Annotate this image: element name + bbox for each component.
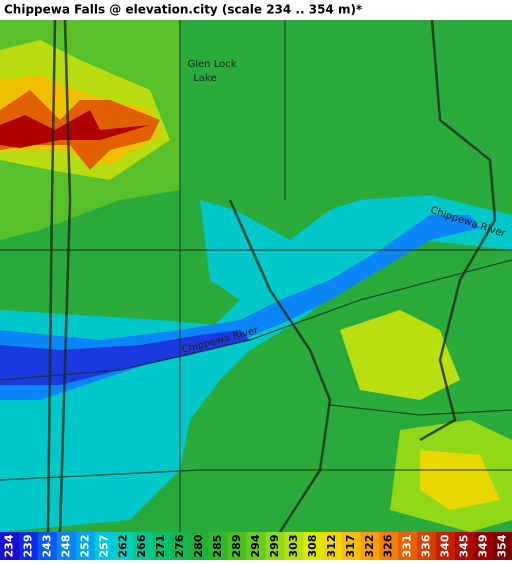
legend: 234 239 243 248 252 257 262 266 271 276 280 285 289 2… — [0, 532, 512, 560]
legend-label: 354 — [496, 534, 509, 557]
river — [0, 330, 250, 385]
legend-label: 345 — [458, 535, 471, 558]
legend-label: 299 — [268, 535, 281, 558]
legend-swatch — [151, 532, 172, 560]
legend-label: 257 — [97, 535, 110, 558]
legend-label: 252 — [78, 535, 91, 558]
legend-swatch — [474, 532, 494, 560]
legend-label: 239 — [21, 535, 34, 558]
legend-label: 280 — [192, 534, 205, 557]
legend-swatch — [303, 532, 323, 560]
map-label: Glen Lock — [188, 59, 237, 70]
highway — [228, 199, 332, 533]
road — [329, 404, 512, 416]
upland — [420, 450, 500, 510]
roads — [0, 19, 512, 533]
title: Chippewa Falls @ elevation.city (scale 2… — [4, 3, 363, 17]
legend-swatch — [18, 532, 39, 560]
legend-label: 285 — [211, 535, 224, 558]
legend-swatch — [341, 532, 361, 560]
road — [0, 259, 512, 381]
legend-swatch — [379, 532, 399, 560]
legend-swatch — [227, 532, 248, 560]
legend-label: 349 — [477, 535, 490, 558]
legend-label: 322 — [363, 535, 376, 558]
legend-swatch — [246, 532, 266, 560]
highway — [58, 19, 72, 533]
legend-label: 308 — [306, 535, 319, 558]
legend-label: 317 — [344, 535, 357, 558]
legend-label: 266 — [135, 534, 148, 557]
legend-label: 303 — [287, 535, 300, 558]
legend-swatch — [322, 532, 342, 560]
legend-swatch — [493, 532, 512, 560]
legend-swatch — [94, 532, 115, 560]
legend-label: 294 — [249, 534, 262, 557]
road — [0, 469, 512, 481]
legend-label: 248 — [59, 535, 72, 558]
highway — [46, 19, 57, 533]
legend-swatch — [398, 532, 418, 560]
legend-swatch — [170, 532, 191, 560]
legend-label: 276 — [173, 534, 186, 557]
legend-swatch — [417, 532, 437, 560]
legend-swatch — [132, 532, 153, 560]
legend-label: 326 — [382, 534, 395, 557]
legend-swatch — [436, 532, 456, 560]
legend-swatch — [265, 532, 285, 560]
legend-swatch — [75, 532, 96, 560]
legend-swatch — [455, 532, 475, 560]
legend-label: 312 — [325, 535, 338, 558]
legend-label: 331 — [401, 535, 414, 558]
legend-swatch — [284, 532, 304, 560]
legend-swatch — [208, 532, 229, 560]
legend-label: 289 — [230, 535, 243, 558]
terrain — [0, 20, 512, 532]
legend-label: 271 — [154, 535, 167, 558]
legend-label: 243 — [40, 535, 53, 558]
legend-swatch — [113, 532, 134, 560]
legend-swatch — [0, 532, 20, 560]
legend-swatch — [37, 532, 58, 560]
map-label: Lake — [193, 73, 216, 84]
legend-swatch — [360, 532, 380, 560]
legend-label: 262 — [116, 535, 129, 558]
legend-swatch — [56, 532, 77, 560]
legend-label: 336 — [420, 534, 433, 557]
legend-label: 340 — [439, 534, 452, 557]
legend-label: 234 — [2, 534, 15, 557]
legend-swatch — [189, 532, 210, 560]
highland — [0, 110, 150, 148]
upland — [340, 310, 460, 400]
river-valley — [0, 195, 512, 532]
